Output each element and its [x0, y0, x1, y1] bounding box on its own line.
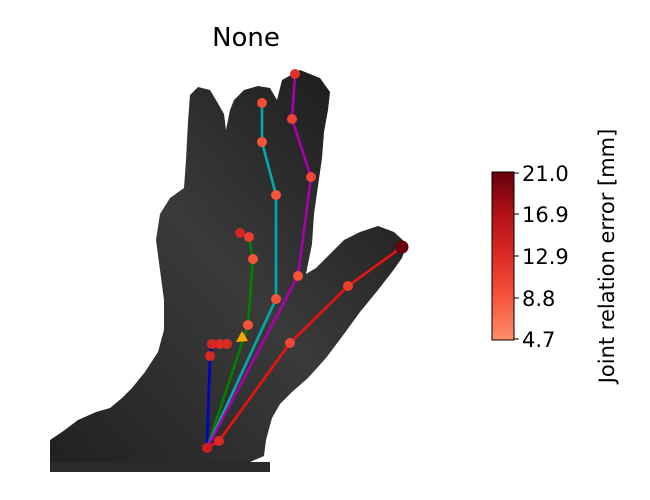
- joint-marker-1-4: [235, 228, 245, 238]
- colorbar-tick-label-4: 4.7: [522, 328, 555, 352]
- joint-marker-3-3: [287, 114, 297, 124]
- joint-marker-1-2: [248, 254, 258, 264]
- colorbar: 21.0 16.9 12.9 8.8 4.7 Joint relation er…: [491, 129, 619, 386]
- colorbar-tick-1: 16.9: [514, 203, 569, 227]
- colorbar-gradient: [491, 171, 515, 341]
- colorbar-tick-4: 4.7: [514, 328, 555, 352]
- joint-marker-3-4: [290, 69, 300, 79]
- colorbar-tick-2: 12.9: [514, 245, 569, 269]
- joint-marker-1-1: [243, 320, 253, 330]
- joint-marker-4-3: [343, 281, 353, 291]
- joint-marker-0-1: [205, 351, 215, 361]
- joint-marker-0-2: [207, 339, 217, 349]
- joint-markers: [202, 69, 409, 453]
- hand-depth-image: [50, 70, 407, 472]
- joint-marker-4-1: [214, 436, 224, 446]
- joint-marker-1-3: [244, 232, 254, 242]
- joint-marker-3-2: [306, 172, 316, 182]
- relation-arrow: [236, 331, 248, 342]
- joint-marker-2-1: [271, 294, 281, 304]
- joint-marker-0-3: [215, 339, 225, 349]
- colorbar-tick-label-0: 21.0: [522, 162, 569, 186]
- joint-marker-0-4: [222, 339, 232, 349]
- joint-marker-2-2: [271, 190, 281, 200]
- colorbar-tick-label-2: 12.9: [522, 245, 569, 269]
- colorbar-tick-3: 8.8: [514, 287, 555, 311]
- colorbar-tick-label-3: 8.8: [522, 287, 555, 311]
- colorbar-tick-label-1: 16.9: [522, 203, 569, 227]
- joint-marker-4-2: [285, 338, 295, 348]
- joint-marker-3-1: [293, 271, 303, 281]
- joint-marker-4-4: [395, 240, 409, 254]
- joint-marker-0-0: [202, 443, 212, 453]
- colorbar-tick-0: 21.0: [514, 162, 569, 186]
- chart-title: None: [212, 23, 280, 53]
- colorbar-label: Joint relation error [mm]: [595, 129, 619, 386]
- joint-marker-2-4: [257, 98, 267, 108]
- joint-marker-2-3: [257, 137, 267, 147]
